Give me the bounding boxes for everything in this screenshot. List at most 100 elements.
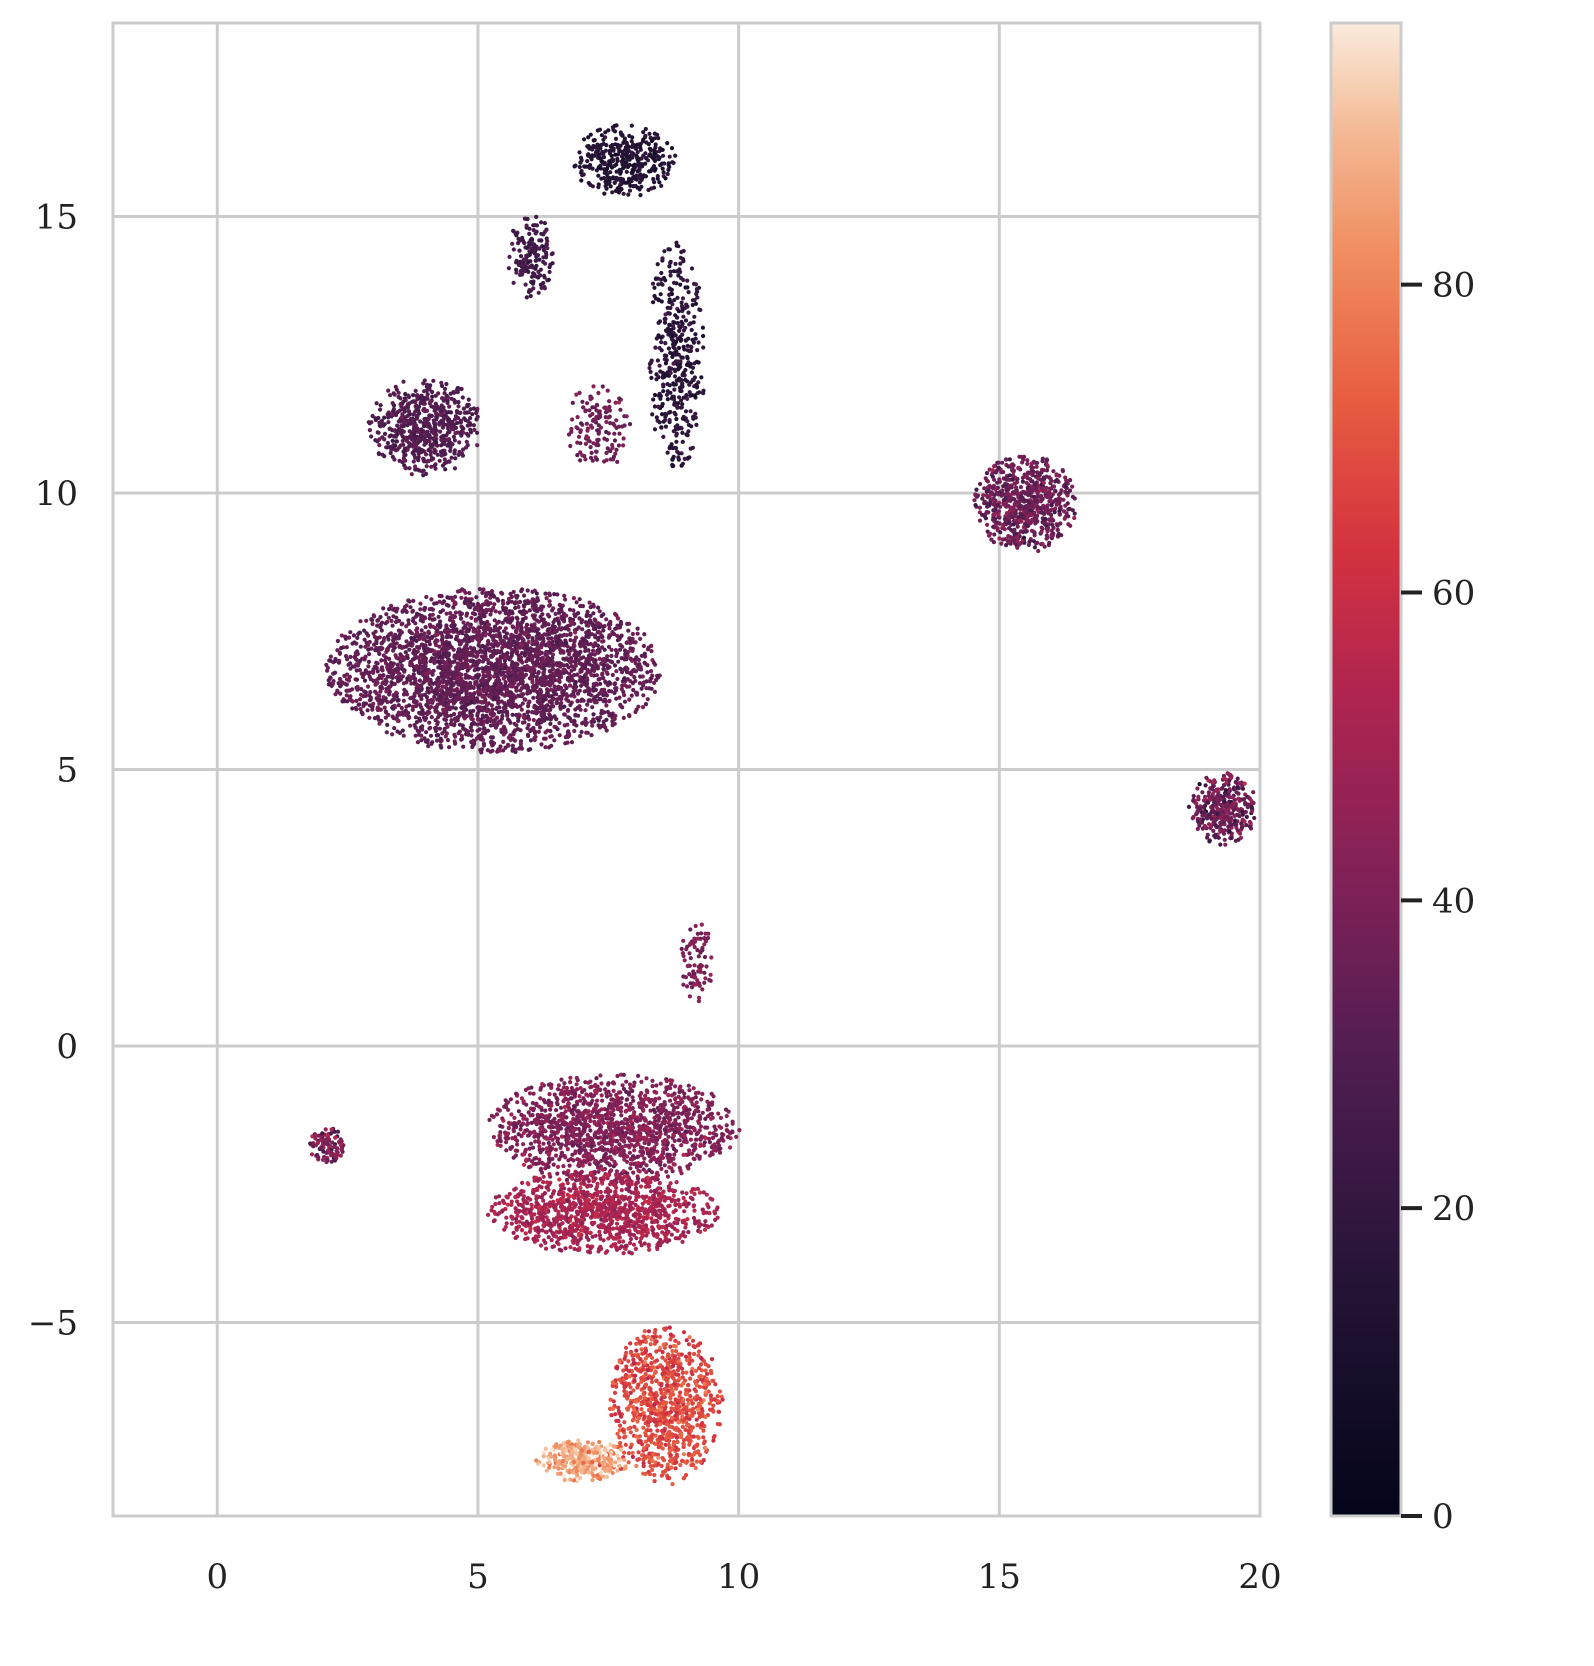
scatter-point [419,705,424,710]
scatter-point [592,617,597,622]
scatter-point [564,663,569,668]
scatter-point [411,616,416,621]
scatter-point [699,1097,704,1102]
scatter-point [399,622,404,627]
scatter-point [607,1163,613,1168]
scatter-point [628,1131,633,1136]
scatter-point [518,1127,523,1132]
scatter-point [453,695,458,701]
scatter-point [432,601,437,606]
scatter-point [407,641,412,646]
scatter-point [532,616,537,621]
scatter-point [599,613,604,619]
scatter-point [530,1101,536,1106]
scatter-point [648,1099,653,1104]
scatter-point [519,669,524,674]
scatter-point [509,651,515,656]
scatter-point [458,588,463,594]
scatter-point [591,626,596,632]
scatter-point [711,1131,716,1136]
scatter-point [482,726,487,731]
scatter-point [493,661,498,667]
scatter-point [491,1114,496,1119]
scatter-point [730,1129,735,1134]
scatter-point [462,716,467,721]
scatter-point [573,1151,578,1156]
scatter-point [438,654,444,660]
scatter-point [705,1099,710,1104]
scatter-point [555,592,560,597]
scatter-point [435,702,440,707]
scatter-point [599,1129,604,1134]
scatter-point [600,624,606,629]
scatter-point [565,1147,570,1152]
scatter-point [641,643,647,649]
scatter-point [335,638,340,644]
scatter-point [395,698,400,703]
scatter-point [329,683,334,689]
scatter-point [328,658,333,663]
scatter-point [609,1244,614,1249]
scatter-point [632,675,637,680]
scatter-point [614,653,619,659]
scatter-point [391,638,396,643]
scatter-point [521,651,527,656]
scatter-point [569,1085,575,1091]
scatter-point [612,690,617,696]
scatter-point [636,665,641,671]
scatter-point [366,664,371,669]
scatter-point [503,606,509,611]
scatter-point [541,670,546,675]
scatter-point [576,1126,581,1132]
scatter-point [548,1145,553,1151]
scatter-point [642,632,647,637]
scatter-point [414,720,419,725]
scatter-point [374,681,379,686]
scatter-point [353,705,358,711]
scatter-point [643,654,648,659]
scatter-point [376,617,381,623]
scatter-point [717,1124,722,1129]
scatter-point [455,715,460,720]
scatter-point [677,1165,682,1170]
scatter-point [645,663,650,668]
scatter-point [664,1115,669,1120]
scatter-point [427,639,432,644]
scatter-point [335,648,340,653]
scatter-point [457,642,463,647]
scatter-point [531,695,536,700]
scatter-point [357,668,362,673]
scatter-point [606,1081,611,1086]
scatter-point [475,705,480,710]
scatter-point [394,636,399,641]
scatter-point [644,1103,649,1109]
scatter-point [510,611,515,616]
scatter-point [629,1142,634,1147]
scatter-point [535,609,540,614]
scatter-point [673,1121,678,1126]
scatter-point [515,704,520,710]
scatter-point [524,659,529,664]
scatter-point [426,690,432,695]
scatter-point [432,694,437,700]
scatter-point [511,639,516,644]
scatter-point [569,1096,574,1101]
scatter-point [589,733,594,738]
scatter-point [494,679,500,684]
scatter-point [506,735,511,740]
scatter-point [553,1153,559,1158]
scatter-point [544,1114,549,1120]
scatter-point [453,734,458,739]
scatter-point [417,716,422,721]
scatter-point [528,1141,534,1146]
scatter-point [624,1079,629,1084]
scatter-point [551,1142,556,1147]
scatter-point [553,611,558,617]
scatter-point [578,603,583,609]
scatter-point [383,681,388,687]
scatter-point [691,1086,696,1091]
scatter-point [428,733,434,738]
scatter-point [615,1073,620,1079]
scatter-point [635,1154,640,1160]
scatter-point [563,626,568,631]
